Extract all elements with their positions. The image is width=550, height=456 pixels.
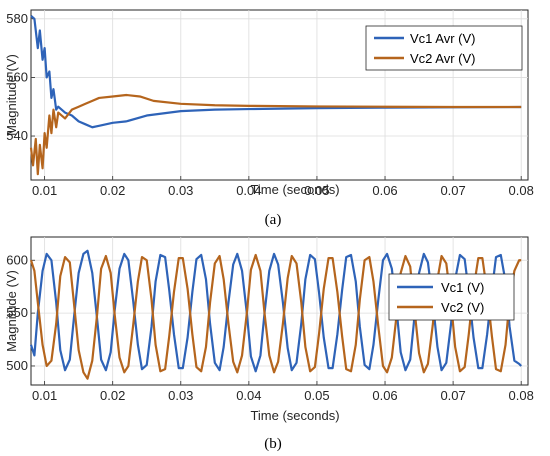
legend-label-vc1: Vc1 (V) (441, 280, 484, 295)
legend-label-vc2: Vc2 (V) (441, 300, 484, 315)
tick-labels-b: 0.01 0.02 0.03 0.04 0.05 0.06 0.07 0.08 500 550 60… (6, 252, 534, 403)
x-tick-label: 0.07 (440, 183, 465, 198)
series-line-vc1-avr-v (30, 15, 522, 129)
x-tick-label: 0.06 (372, 183, 397, 198)
x-tick-label: 0.05 (304, 183, 329, 198)
chart-panel-a: 0.01 0.02 0.03 0.04 0.05 0.06 0.07 0.08 540 560 58… (4, 9, 534, 228)
y-axis-label-a: Magnitude (V) (4, 54, 19, 136)
x-tick-label: 0.03 (168, 183, 193, 198)
legend-label-vc2-avr: Vc2 Avr (V) (410, 51, 476, 66)
y-tick-label: 600 (6, 252, 28, 267)
legend-a: Vc1 Avr (V) Vc2 Avr (V) (365, 25, 523, 71)
series-line-vc2-avr-v (29, 93, 522, 176)
x-tick-label: 0.02 (100, 183, 125, 198)
y-tick-label: 540 (6, 128, 28, 143)
chart-panel-b: 0.01 0.02 0.03 0.04 0.05 0.06 0.07 0.08 500 550 60… (4, 236, 534, 452)
legend-box-b (388, 273, 515, 321)
series-lines-b (29, 249, 522, 380)
x-tick-label: 0.01 (32, 388, 57, 403)
x-tick-label: 0.04 (236, 183, 261, 198)
y-tick-label: 550 (6, 305, 28, 320)
caption-a: (a) (265, 212, 282, 228)
x-tick-label: 0.03 (168, 388, 193, 403)
series-line-vc2-v (29, 253, 522, 380)
y-tick-label: 500 (6, 358, 28, 373)
y-tick-label: 560 (6, 69, 28, 84)
x-axis-label-b: Time (seconds) (250, 408, 339, 423)
y-tick-label: 580 (6, 11, 28, 26)
x-tick-label: 0.06 (372, 388, 397, 403)
tick-labels-a: 0.01 0.02 0.03 0.04 0.05 0.06 0.07 0.08 540 560 58… (6, 11, 534, 198)
series-line-vc1-v (29, 249, 522, 373)
x-tick-label: 0.08 (509, 388, 534, 403)
x-tick-label: 0.05 (304, 388, 329, 403)
legend-label-vc1-avr: Vc1 Avr (V) (410, 31, 476, 46)
x-tick-label: 0.02 (100, 388, 125, 403)
y-axis-label-b: Magnitude (V) (4, 270, 19, 352)
x-tick-label: 0.07 (440, 388, 465, 403)
series-lines-a (29, 15, 522, 176)
legend-box-a (365, 25, 523, 71)
caption-b: (b) (264, 436, 282, 452)
x-tick-label: 0.08 (509, 183, 534, 198)
legend-b: Vc1 (V) Vc2 (V) (388, 273, 515, 321)
x-tick-label: 0.04 (236, 388, 261, 403)
x-axis-label-a: Time (seconds) (250, 182, 339, 197)
x-tick-label: 0.01 (32, 183, 57, 198)
